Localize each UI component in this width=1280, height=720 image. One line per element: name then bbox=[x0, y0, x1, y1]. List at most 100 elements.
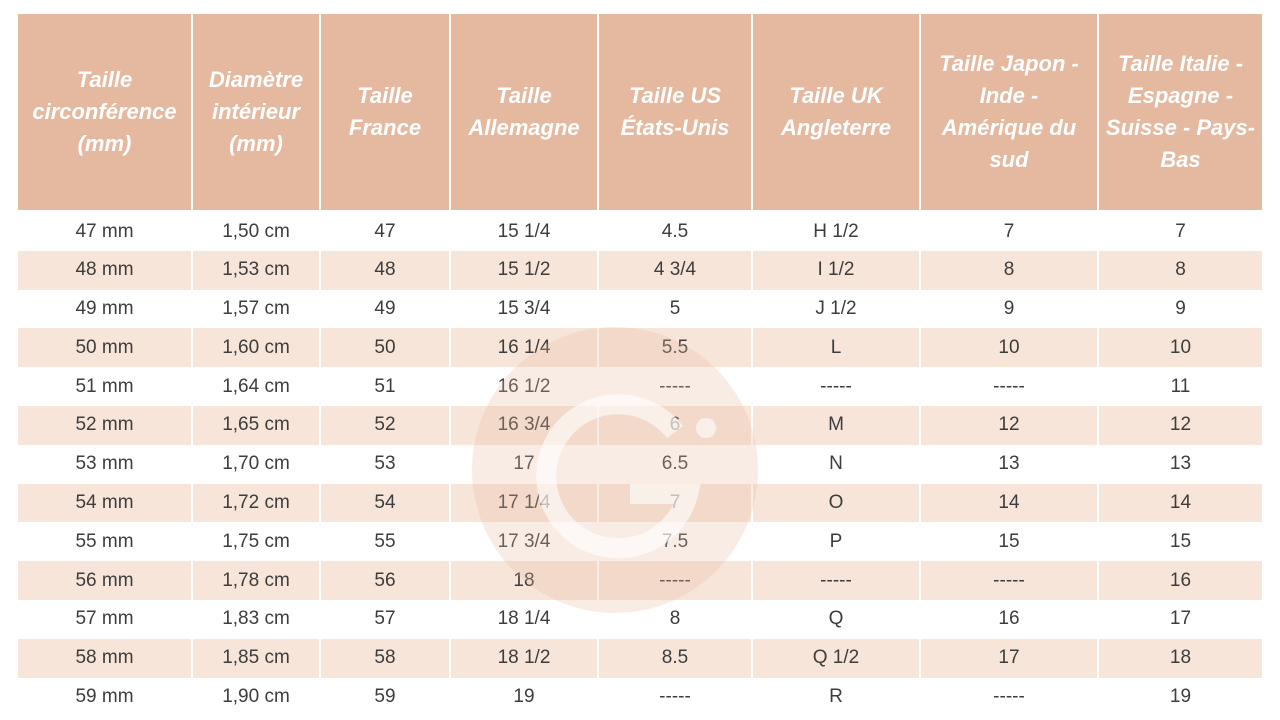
table-cell: 54 mm bbox=[18, 483, 193, 523]
table-cell: R bbox=[752, 677, 921, 717]
table-cell: 8 bbox=[1098, 250, 1262, 290]
column-header: Taille circonférence (mm) bbox=[18, 14, 193, 212]
table-cell: 52 mm bbox=[18, 405, 193, 445]
table-cell: 49 mm bbox=[18, 289, 193, 329]
column-header: Taille Japon - Inde - Amérique du sud bbox=[920, 14, 1099, 212]
table-cell: P bbox=[752, 522, 921, 562]
table-cell: 12 bbox=[920, 405, 1099, 445]
table-cell: 52 bbox=[320, 405, 451, 445]
table-cell: 7 bbox=[598, 483, 753, 523]
table-cell: 18 bbox=[450, 561, 599, 600]
table-cell: 15 3/4 bbox=[450, 289, 599, 329]
table-cell: 8 bbox=[920, 250, 1099, 290]
table-cell: 17 bbox=[450, 444, 599, 484]
table-cell: 18 bbox=[1098, 638, 1262, 678]
table-cell: 57 bbox=[320, 599, 451, 639]
column-header: Diamètre intérieur (mm) bbox=[192, 14, 321, 212]
table-cell: 50 bbox=[320, 328, 451, 368]
table-cell: 5.5 bbox=[598, 328, 753, 368]
table-cell: 1,83 cm bbox=[192, 599, 321, 639]
table-cell: H 1/2 bbox=[752, 210, 921, 251]
table-cell: 16 1/4 bbox=[450, 328, 599, 368]
table-cell: M bbox=[752, 405, 921, 445]
table-row: 58 mm 1,85 cm 58 18 1/2 8.5 Q 1/2 17 18 bbox=[18, 638, 1262, 678]
table-cell: 58 mm bbox=[18, 638, 193, 678]
table-row: 50 mm 1,60 cm 50 16 1/4 5.5 L 10 10 bbox=[18, 328, 1262, 368]
table-container: Taille circonférence (mm) Diamètre intéri… bbox=[18, 14, 1262, 720]
table-row: 54 mm 1,72 cm 54 17 1/4 7 O 14 14 bbox=[18, 483, 1262, 523]
table-cell: 16 bbox=[1098, 561, 1262, 600]
table-row: 47 mm 1,50 cm 47 15 1/4 4.5 H 1/2 7 7 bbox=[18, 210, 1262, 251]
table-row: 57 mm 1,83 cm 57 18 1/4 8 Q 16 17 bbox=[18, 599, 1262, 639]
table-cell: 4.5 bbox=[598, 210, 753, 251]
table-row: 53 mm 1,70 cm 53 17 6.5 N 13 13 bbox=[18, 444, 1262, 484]
table-cell: 19 bbox=[1169, 685, 1192, 707]
table-cell: 1,60 cm bbox=[192, 328, 321, 368]
table-cell: 12 bbox=[1098, 405, 1262, 445]
table-cell: 6 bbox=[598, 405, 753, 445]
table-body: 47 mm 1,50 cm 47 15 1/4 4.5 H 1/2 7 7 48 mm 1,53 … bbox=[18, 210, 1262, 717]
table-cell: 7 bbox=[920, 210, 1099, 251]
table-cell: ----- bbox=[920, 561, 1099, 600]
table-cell: 51 mm bbox=[18, 367, 193, 406]
header-row: Taille circonférence (mm) Diamètre intéri… bbox=[18, 14, 1262, 212]
table-cell: 53 mm bbox=[18, 444, 193, 484]
table-cell: 47 bbox=[320, 210, 451, 251]
table-cell: 47 mm bbox=[18, 210, 193, 251]
table-cell: 54 bbox=[320, 483, 451, 523]
table-cell: 18 1/4 bbox=[450, 599, 599, 639]
table-cell: 1,64 cm bbox=[192, 367, 321, 406]
table-row: 56 mm 1,78 cm 56 18 ----- ----- ----- 16 bbox=[18, 561, 1262, 600]
table-cell: 18 1/2 bbox=[450, 638, 599, 678]
column-header: Taille France bbox=[320, 14, 451, 212]
table-cell: ----- bbox=[598, 561, 753, 600]
table-cell: 16 1/2 bbox=[450, 367, 599, 406]
column-header: Taille Italie - Espagne - Suisse - Pays-… bbox=[1098, 14, 1262, 212]
table-cell: ----- bbox=[598, 677, 753, 717]
table-cell: L bbox=[752, 328, 921, 368]
table-row: 51 mm 1,64 cm 51 16 1/2 ----- ----- ----- 11 bbox=[18, 367, 1262, 406]
table-cell: 15 bbox=[1169, 530, 1192, 552]
table-cell: 49 bbox=[320, 289, 451, 329]
table-cell: 17 1/4 bbox=[450, 483, 599, 523]
table-cell: 5 bbox=[598, 289, 753, 329]
table-cell: 53 bbox=[320, 444, 451, 484]
table-cell: 48 bbox=[320, 250, 451, 290]
table-cell: 58 bbox=[320, 638, 451, 678]
table-cell: I 1/2 bbox=[752, 250, 921, 290]
table-cell: Q 1/2 bbox=[752, 638, 921, 678]
table-cell: ----- bbox=[598, 367, 753, 406]
table-cell: 7.5 bbox=[598, 522, 753, 562]
table-cell: 56 bbox=[320, 561, 451, 600]
table-cell: 51 bbox=[320, 367, 451, 406]
table-cell: ----- bbox=[752, 561, 921, 600]
table-cell: 56 mm bbox=[18, 561, 193, 600]
table-cell: 55 bbox=[320, 522, 451, 562]
table-cell: 1,78 cm bbox=[192, 561, 321, 600]
table-row: 48 mm 1,53 cm 48 15 1/2 4 3/4 I 1/2 8 8 bbox=[18, 250, 1262, 290]
column-header: Taille US États-Unis bbox=[598, 14, 753, 212]
table-cell: 1,90 cm bbox=[192, 677, 321, 717]
table-cell: 57 mm bbox=[18, 599, 193, 639]
table-cell: 13 bbox=[1169, 453, 1192, 475]
table-cell: 15 1/2 bbox=[450, 250, 599, 290]
column-header: Taille Allemagne bbox=[450, 14, 599, 212]
table-cell: 50 mm bbox=[18, 328, 193, 368]
table-cell: 59 bbox=[320, 677, 451, 717]
table-row: 55 mm 1,75 cm 55 17 3/4 7.5 P 15 15 bbox=[18, 522, 1262, 562]
table-cell: 9 bbox=[1175, 297, 1186, 319]
size-table: Taille circonférence (mm) Diamètre intéri… bbox=[18, 14, 1262, 717]
table-cell: 9 bbox=[920, 289, 1099, 329]
table-row: 59 mm 1,90 cm 59 19 ----- R ----- 19 bbox=[18, 677, 1262, 717]
table-cell: 14 bbox=[1098, 483, 1262, 523]
table-cell: 16 3/4 bbox=[450, 405, 599, 445]
table-cell: 17 bbox=[920, 638, 1099, 678]
table-cell: 1,50 cm bbox=[192, 210, 321, 251]
table-cell: 19 bbox=[450, 677, 599, 717]
table-cell: 1,70 cm bbox=[192, 444, 321, 484]
table-cell: 1,75 cm bbox=[192, 522, 321, 562]
table-cell: J 1/2 bbox=[752, 289, 921, 329]
table-cell: 10 bbox=[1098, 328, 1262, 368]
